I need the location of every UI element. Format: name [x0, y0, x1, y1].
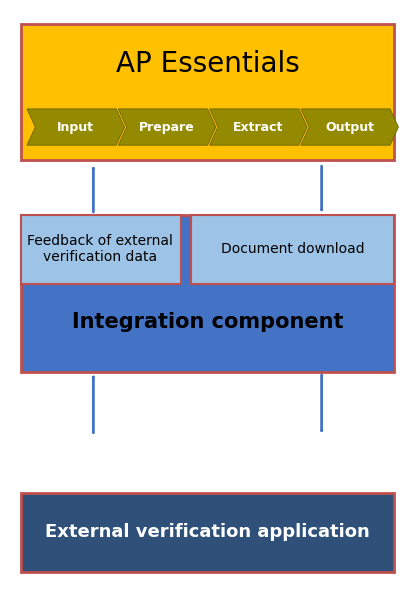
- Text: Input: Input: [57, 120, 94, 134]
- FancyBboxPatch shape: [21, 24, 394, 160]
- Text: Output: Output: [325, 120, 374, 134]
- FancyBboxPatch shape: [21, 215, 181, 284]
- Text: Prepare: Prepare: [139, 120, 195, 134]
- Text: Extract: Extract: [233, 120, 283, 134]
- FancyBboxPatch shape: [21, 215, 394, 372]
- Text: External verification application: External verification application: [45, 523, 370, 541]
- FancyBboxPatch shape: [191, 215, 394, 284]
- Text: Document download: Document download: [221, 242, 364, 257]
- Polygon shape: [301, 109, 398, 145]
- Text: Feedback of external
verification data: Feedback of external verification data: [27, 234, 173, 264]
- FancyBboxPatch shape: [21, 493, 394, 572]
- Polygon shape: [118, 109, 216, 145]
- Text: Integration component: Integration component: [72, 312, 343, 332]
- Text: AP Essentials: AP Essentials: [116, 50, 299, 77]
- Polygon shape: [210, 109, 307, 145]
- Polygon shape: [27, 109, 124, 145]
